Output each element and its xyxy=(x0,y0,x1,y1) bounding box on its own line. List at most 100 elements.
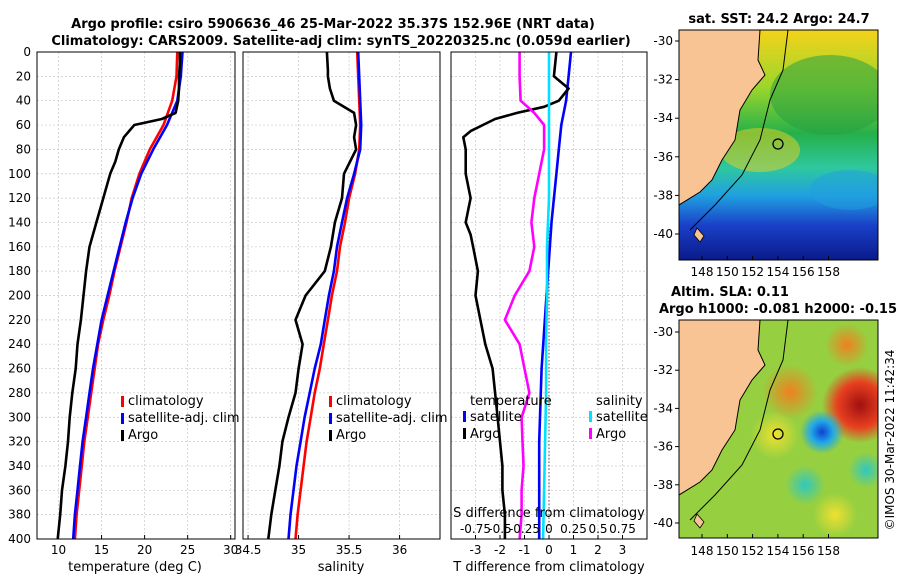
y-tick-label: 140 xyxy=(8,215,31,229)
x-tick-label: 36 xyxy=(392,543,407,557)
y-tick-label: 240 xyxy=(8,337,31,351)
lat-tick-label: -38 xyxy=(653,188,673,202)
legend-s-argo: Argo xyxy=(596,427,626,442)
legend-t-argo: Argo xyxy=(470,427,500,442)
temperature-plot-frame xyxy=(36,51,236,540)
sst-patch xyxy=(770,55,878,135)
y-tick-label: 120 xyxy=(8,191,31,205)
x-top-tick-label: 0.75 xyxy=(609,522,636,536)
lat-tick-label: -34 xyxy=(653,111,673,125)
x-tick-label: 2 xyxy=(594,543,602,557)
x-top-tick-label: -0.75 xyxy=(460,522,491,536)
lat-tick-label: -36 xyxy=(653,440,673,454)
legend-swatch-t-argo xyxy=(463,428,466,439)
sla-map-title-line1: Altim. SLA: 0.11 xyxy=(671,285,789,300)
series-line-s-argo xyxy=(503,52,546,540)
y-tick-label: 40 xyxy=(16,94,31,108)
x-top-tick-label: 0 xyxy=(545,522,553,536)
series-line-argo xyxy=(267,51,358,540)
lat-tick-label: -40 xyxy=(653,516,673,530)
lon-tick-label: 156 xyxy=(792,544,815,558)
lat-tick-label: -30 xyxy=(653,325,673,339)
legend-argo: Argo xyxy=(336,428,366,443)
sla-anomaly-warm xyxy=(762,364,818,420)
x-top-tick-label: -0.25 xyxy=(509,522,540,536)
y-tick-label: 320 xyxy=(8,435,31,449)
argo-float-marker-sla xyxy=(772,428,784,440)
s-difference-label: S difference from climatology xyxy=(453,506,645,521)
y-tick-label: 300 xyxy=(8,410,31,424)
lat-tick-label: -40 xyxy=(653,227,673,241)
legend-swatch-argo xyxy=(329,430,332,441)
lat-tick-label: -34 xyxy=(653,401,673,415)
legend-argo: Argo xyxy=(128,428,158,443)
lat-tick-label: -32 xyxy=(653,73,673,87)
sla-map: -30 -32 -34 -36 -38 -40 148 150 152 154 156 158 xyxy=(653,319,879,558)
difference-panel: -3 -2 -1 0 1 2 3 -0.75-0.5-0.25 0 0.25 0.5 0.75 S … xyxy=(450,51,648,575)
sla-isobath xyxy=(689,320,789,521)
legend-swatch-t-satellite xyxy=(463,411,466,422)
sla-anomaly-warm xyxy=(825,323,869,367)
legend-swatch-satellite-adj xyxy=(121,413,124,424)
x-tick-label: 34.5 xyxy=(235,543,262,557)
lon-tick-label: 150 xyxy=(716,265,739,279)
y-tick-label: 100 xyxy=(8,167,31,181)
y-tick-label: 180 xyxy=(8,264,31,278)
legend-swatch-climatology xyxy=(329,396,332,407)
y-tick-label: 280 xyxy=(8,386,31,400)
x-top-tick-label: 0.5 xyxy=(588,522,607,536)
series-line-climatology xyxy=(73,51,179,540)
sst-map: -30 -32 -34 -36 -38 -40 148 150 152 154 156 158 xyxy=(653,29,879,279)
legend-swatch-climatology xyxy=(121,396,124,407)
legend-swatch-argo xyxy=(121,430,124,441)
figure-title-line1: Argo profile: csiro 5906636_46 25-Mar-20… xyxy=(71,17,595,32)
figure-title-line2: Climatology: CARS2009. Satellite-adj cli… xyxy=(51,34,630,49)
legend-t-satellite: satellite xyxy=(470,410,522,425)
x-tick-label: 25 xyxy=(180,543,195,557)
y-tick-label: 340 xyxy=(8,459,31,473)
t-difference-label: T difference from climatology xyxy=(452,560,645,575)
y-tick-label: 360 xyxy=(8,483,31,497)
x-tick-label: -3 xyxy=(470,543,482,557)
lon-tick-label: 158 xyxy=(817,544,840,558)
sla-anomaly-mild xyxy=(813,493,857,537)
x-tick-label: -1 xyxy=(519,543,531,557)
x-top-tick-label: -0.5 xyxy=(488,522,511,536)
x-tick-label: -2 xyxy=(494,543,506,557)
lon-tick-label: 154 xyxy=(766,265,789,279)
y-tick-label: 60 xyxy=(16,118,31,132)
lon-tick-label: 148 xyxy=(691,265,714,279)
legend-satellite-adj-clim: satellite-adj. clim xyxy=(336,411,448,426)
legend-swatch-s-satellite xyxy=(589,411,592,422)
legend-temperature-heading: temperature xyxy=(470,394,552,409)
legend-swatch-s-argo xyxy=(589,428,592,439)
salinity-panel: 34.5 35 35.5 36 salinity climatology satell… xyxy=(235,51,448,575)
legend-swatch-satellite-adj xyxy=(329,413,332,424)
y-tick-label: 160 xyxy=(8,240,31,254)
x-tick-label: 15 xyxy=(94,543,109,557)
sla-island xyxy=(693,513,705,529)
x-tick-label: 35 xyxy=(291,543,306,557)
series-line-satellite-adj-clim xyxy=(287,51,363,540)
legend-climatology: climatology xyxy=(128,394,204,409)
sla-anomaly-cool xyxy=(848,452,878,488)
series-line-argo xyxy=(56,52,182,540)
sla-anomaly-mild xyxy=(751,411,799,459)
x-tick-label: 3 xyxy=(619,543,627,557)
sla-map-title-line2: Argo h1000: -0.081 h2000: -0.15 xyxy=(659,302,897,317)
sla-land xyxy=(679,320,766,496)
sla-anomaly-cool xyxy=(785,465,825,505)
x-tick-label: 30 xyxy=(223,543,238,557)
x-tick-label: 1 xyxy=(570,543,578,557)
x-tick-label: 35.5 xyxy=(336,543,363,557)
sst-map-title: sat. SST: 24.2 Argo: 24.7 xyxy=(688,12,869,27)
x-tick-label: 20 xyxy=(137,543,152,557)
lon-tick-label: 152 xyxy=(741,265,764,279)
salinity-legend: climatology satellite-adj. clim Argo xyxy=(329,394,448,443)
temperature-x-label: temperature (deg C) xyxy=(68,560,202,575)
lat-tick-label: -30 xyxy=(653,34,673,48)
x-tick-label: 0 xyxy=(545,543,553,557)
sla-map-frame xyxy=(678,319,879,539)
sst-map-frame xyxy=(678,29,879,261)
